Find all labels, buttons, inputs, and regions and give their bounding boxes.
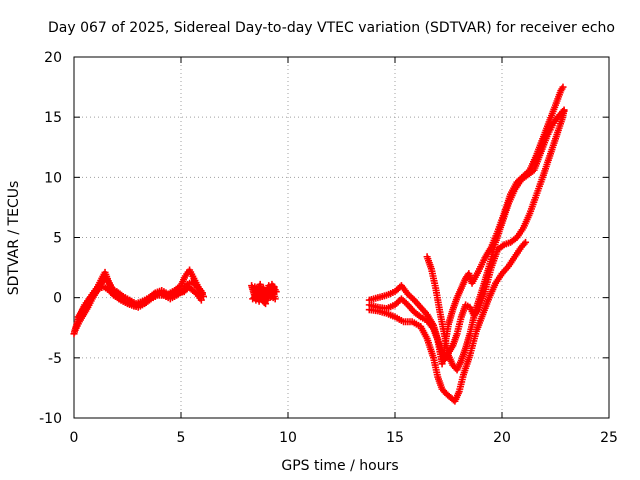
- x-tick-label: 10: [279, 430, 297, 446]
- data-layer: [70, 83, 568, 405]
- series-evening-upper: [365, 83, 567, 368]
- x-axis-label: GPS time / hours: [281, 458, 398, 474]
- y-tick-label: 0: [53, 291, 62, 307]
- data-point: [522, 238, 530, 246]
- y-tick-label: -10: [39, 411, 62, 427]
- y-tick-label: 10: [44, 170, 62, 186]
- x-tick-label: 20: [493, 430, 511, 446]
- x-tick-label: 25: [600, 430, 618, 446]
- x-tick-label: 5: [177, 430, 186, 446]
- y-tick-label: 20: [44, 50, 62, 66]
- data-point: [197, 296, 205, 304]
- data-point: [262, 300, 270, 308]
- x-tick-label: 15: [386, 430, 404, 446]
- series-midday-cluster: [248, 280, 280, 308]
- y-tick-label: 5: [53, 231, 62, 247]
- series-morning-track-c: [74, 283, 205, 321]
- y-tick-label: -5: [48, 351, 62, 367]
- y-axis-label: SDTVAR / TECUs: [6, 181, 22, 296]
- series-evening-steep: [423, 106, 568, 374]
- y-tick-label: 15: [44, 110, 62, 126]
- data-point: [559, 83, 567, 91]
- series-evening-middle: [365, 107, 568, 364]
- series-evening-lower: [365, 238, 530, 405]
- x-tick-label: 0: [70, 430, 79, 446]
- data-point: [560, 106, 568, 114]
- chart-title: Day 067 of 2025, Sidereal Day-to-day VTE…: [48, 20, 615, 36]
- tick-layer: 0 5 10 15 20 25 -10 -5 0 5 10 15 20: [39, 50, 618, 446]
- grid-layer: [74, 57, 609, 418]
